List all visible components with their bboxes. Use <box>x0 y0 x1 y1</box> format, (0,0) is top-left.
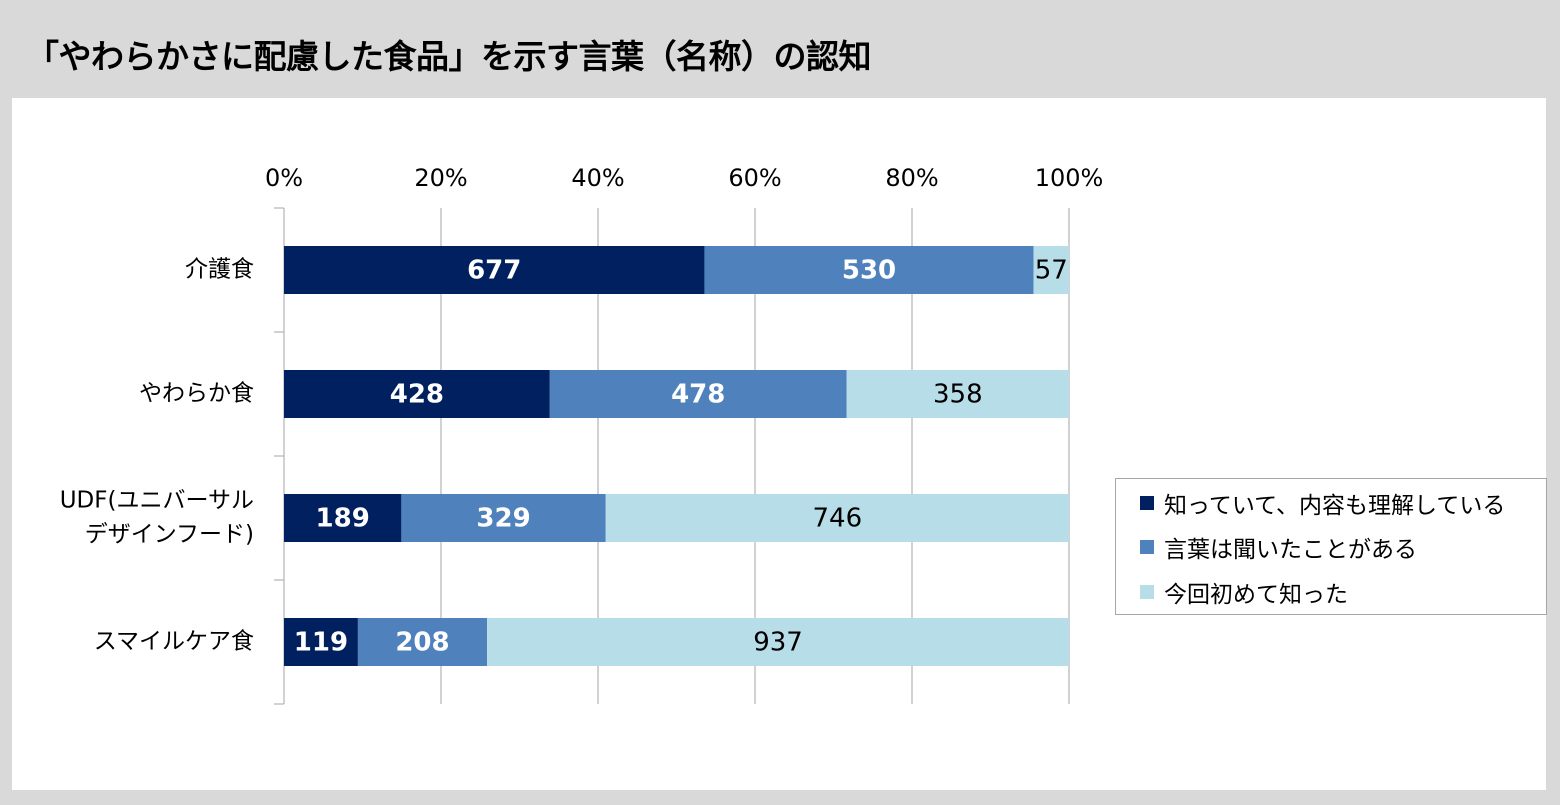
bar-segment <box>605 494 1069 542</box>
category-label: やわらか食 <box>139 381 254 407</box>
legend: 知っていて、内容も理解している 言葉は聞いたことがある 今回初めて知った <box>1115 478 1547 615</box>
legend-item-heard: 言葉は聞いたことがある <box>1140 532 1417 563</box>
bar-segment <box>549 370 847 418</box>
data-label: 937 <box>753 628 803 658</box>
legend-label-understand: 知っていて、内容も理解している <box>1164 493 1506 519</box>
data-label: 189 <box>316 504 370 534</box>
bar-segment <box>284 246 705 294</box>
data-label: 358 <box>933 380 983 410</box>
bar-segment <box>284 370 550 418</box>
data-label: 329 <box>476 504 530 534</box>
bar-segment <box>487 618 1069 666</box>
legend-swatch-first-time <box>1140 585 1154 599</box>
x-tick-label: 0% <box>265 164 303 192</box>
legend-swatch-understand <box>1140 496 1154 510</box>
legend-item-first-time: 今回初めて知った <box>1140 577 1348 608</box>
bar-segment <box>357 618 488 666</box>
category-label: スマイルケア食 <box>94 629 254 655</box>
data-label: 57 <box>1035 256 1068 286</box>
data-label: 746 <box>813 504 863 534</box>
bar-segment <box>1033 246 1069 294</box>
data-label: 208 <box>395 628 449 658</box>
page-title: 「やわらかさに配慮した食品」を示す言葉（名称）の認知 <box>26 37 872 76</box>
bar-segment <box>704 246 1034 294</box>
category-label: UDF(ユニバーサル <box>60 488 254 514</box>
stacked-bar-chart: 0% 20% 40% 60% 80% 100% 677 530 57 介護食 428 478 358 やわ… <box>60 164 1104 705</box>
bar-segment <box>401 494 606 542</box>
legend-swatch-heard <box>1140 540 1154 554</box>
x-tick-label: 60% <box>728 164 781 192</box>
legend-item-understand: 知っていて、内容も理解している <box>1140 488 1506 519</box>
category-label: デザインフード) <box>85 522 254 548</box>
data-label: 119 <box>294 628 348 658</box>
x-tick-label: 20% <box>414 164 467 192</box>
bar-segment <box>284 618 358 666</box>
data-label: 428 <box>390 380 444 410</box>
data-label: 478 <box>671 380 725 410</box>
legend-label-first-time: 今回初めて知った <box>1164 582 1348 608</box>
data-label: 530 <box>842 256 896 286</box>
bar-segment <box>846 370 1069 418</box>
bar-segment <box>284 494 402 542</box>
category-label: 介護食 <box>185 257 254 283</box>
x-tick-label: 40% <box>571 164 624 192</box>
chart-panel: 0% 20% 40% 60% 80% 100% 677 530 57 介護食 428 478 358 やわ… <box>12 98 1547 790</box>
legend-label-heard: 言葉は聞いたことがある <box>1164 537 1417 563</box>
data-label: 677 <box>467 256 521 286</box>
x-tick-label: 100% <box>1035 164 1104 192</box>
x-tick-label: 80% <box>885 164 938 192</box>
